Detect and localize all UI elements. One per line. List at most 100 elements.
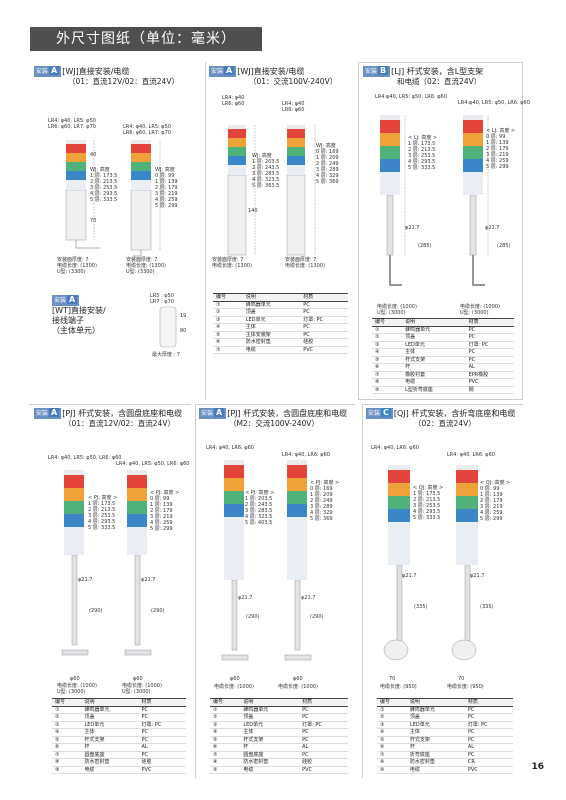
s2-height-list: WJ: 高度 1 层: 203.5 2 层: 243.5 3 层: 283.5 4 层:… [252, 153, 280, 189]
table-s6: 编号 说明 材质 ① 蜂鸣器单元 PC ② 顶盖 PC ③ LED单元 灯罩: PC ④ 主体 PC… [377, 698, 513, 774]
s5-dim-290-b: (290) [310, 614, 324, 620]
panel-bottom-left [29, 404, 191, 778]
s1-dim-40: 40 [90, 152, 97, 158]
s6-dim-217-b: φ21.7 [470, 573, 485, 579]
panel-bottom-right [362, 404, 523, 778]
panel-top-mid [205, 62, 353, 400]
table-row: ⑥ 防水密封垫 硅胶 [213, 338, 348, 347]
table-row: ③ LED单元 灯罩: PC [372, 341, 514, 349]
s2-height-list-b: WJ: 高度 0 层: 169 1 层: 209 2 层: 249 3 层: 289 4 … [316, 143, 339, 185]
s2-diameter-b: LR4: φ40 LR6: φ60 [282, 101, 305, 113]
table-row: ② 顶盖 PC [377, 713, 513, 722]
table-row: ② 顶盖 PC [210, 713, 348, 722]
section-header-s2: 安装 A [WJ]直接安装/电缆 （01：交流100V-240V） [209, 66, 338, 86]
s4-dim-217-b: φ21.7 [141, 577, 156, 583]
s2-diameter: LR4: φ40 LR6: φ60 [222, 95, 245, 107]
table-s5: 编号 说明 材质 ① 蜂鸣器单元 PC ② 顶盖 PC ③ LED单元 灯罩: PC ④ 主体 PC… [210, 698, 348, 774]
table-row: ⑨ L型折弯底座钢 [372, 386, 514, 394]
table-row: ⑥ 杆 AL [377, 743, 513, 752]
s6-notes-b: 电缆长度: (950) [447, 684, 484, 690]
s2-notes-b: 安装面厚度: 7 电缆长度: (1300) [285, 257, 325, 269]
section-tag: 安装 A [52, 295, 80, 306]
s4-dim-290-b: (290) [151, 608, 165, 614]
s2-dim-140: 140 [248, 208, 258, 214]
s2-notes-a: 安装面厚度: 7 电缆长度: (1300) [212, 257, 252, 269]
table-row: ③ LED单元 灯罩: PC [210, 721, 348, 729]
s6-diameter-b: LR4: φ40, LR6: φ60 [447, 452, 495, 458]
s6-dim-335: (335) [414, 604, 428, 610]
s6-dim-335-b: (335) [480, 604, 494, 610]
s6-height-list-b: < QJ: 高度 >0 层: 99 1 层: 139 2 层: 179 3 层: 21… [480, 480, 511, 522]
table-row: ⑥ 杆 AL [210, 743, 348, 752]
s3-dim-285: (285) [418, 243, 432, 249]
table-row: ⑤ 杆式支架 PC [377, 736, 513, 744]
s5-diameter-b: LR4: φ40, LR6: φ60 [282, 452, 330, 458]
s1-notes-b: 安装面厚度: 7 电缆长度: (1300) U型: (3300) [126, 257, 166, 275]
table-row: ④ 主体 PC [372, 348, 514, 357]
table-row: ④ 主体 PC [52, 728, 186, 737]
s3-notes-a: 电缆长度: (1000) U型: (3000) [377, 304, 417, 316]
s1-height-list: WJ: 高度 1 层: 173.5 2 层: 213.5 3 层: 253.5 4 层:… [90, 167, 118, 203]
s5-diameter: LR4: φ40, LR6: φ60 [206, 445, 254, 451]
s5-dim-290: (290) [246, 614, 260, 620]
s5-height-list: < PJ: 高度 >1 层: 203.5 2 层: 243.5 3 层: 283.5… [245, 490, 275, 526]
s3-dim-285-b: (285) [497, 243, 511, 249]
section-tag: 安装 B [363, 66, 391, 77]
s3-height-list: < LJ: 高度 >1 层: 173.5 2 层: 213.5 3 层: 253.5… [408, 135, 438, 171]
s6-diameter: LR4: φ40, LR6: φ60 [371, 445, 419, 451]
s6-dim-217: φ21.7 [402, 573, 417, 579]
section-tag: 安装 A [209, 66, 237, 77]
wt-dim-19: 19 [180, 313, 187, 319]
signal-tower-s2a [228, 125, 246, 175]
table-row: ② 顶盖 PC [213, 308, 348, 317]
s5-dim-60: φ60 [230, 676, 240, 682]
wt-dim-80: 80 [180, 328, 187, 334]
table-row: ⑤ 杆式支架 PC [372, 356, 514, 364]
table-row: ④ 主体 PC [213, 323, 348, 332]
table-row: ⑨ 电缆 PVC [377, 766, 513, 774]
table-row: ② 顶盖 PC [372, 333, 514, 342]
section-tag: 安装 A [34, 66, 62, 77]
s5-notes-a: 电缆长度: (1000) [214, 684, 254, 690]
signal-tower-s2b [287, 125, 305, 175]
table-row: ① 蜂鸣器单元 PC [372, 326, 514, 334]
table-row: ⑦ 折弯底座 PC [377, 751, 513, 759]
signal-tower-s4a [64, 470, 84, 555]
section-tag: 安装 C [366, 408, 393, 419]
s6-dim-70: 70 [389, 676, 396, 682]
signal-tower-s5b [287, 460, 307, 580]
s1-diameter-b: LR4: φ40, LR5: φ50 LR6: φ60, LR7: φ70 [123, 124, 171, 136]
table-row: ⑤ 杆式支架 PC [210, 736, 348, 744]
table-row: ⑧ 防水密封垫 硅胶 [52, 758, 186, 767]
table-row: ⑤ 主体安装架 PC [213, 331, 348, 339]
s4-dim-60: φ60 [70, 676, 80, 682]
s4-notes-a: 电缆长度: (1000) U型: (3000) [57, 683, 97, 695]
s4-dim-60-b: φ60 [133, 676, 143, 682]
table-row: ③ LED单元 灯罩: PC [213, 316, 348, 324]
s6-dim-70-b: 70 [458, 676, 465, 682]
s3-dim-217-b: φ21.7 [485, 225, 500, 231]
signal-tower-s4b [127, 470, 147, 555]
table-row: ① 蜂鸣器单元 PC [210, 706, 348, 714]
section-header-s5: 安装 A [PJ] 杆式安装，含圆盘底座和电缆 （M2：交流100V-240V） [199, 408, 348, 428]
table-row: ⑨ 电缆 PVC [210, 766, 348, 774]
table-row: ④ 主体 PC [210, 728, 348, 737]
table-s2: 编号 说明 材质 ① 蜂鸣器单元 PC ② 顶盖 PC ③ LED单元 灯罩: PC ④ 主体 PC… [213, 293, 348, 354]
table-row: ① 蜂鸣器单元 PC [52, 706, 186, 714]
section-header-s6: 安装 C [QJ] 杆式安装，含折弯底座和电缆 （02：直流24V） [366, 408, 516, 428]
s3-diameter-b: LR4:φ40, LR5: φ50, LR6: φ60 [458, 100, 530, 106]
table-row: ⑨ 电缆 PVC [52, 766, 186, 774]
page-title: 外尺寸图纸（单位：毫米） [30, 27, 262, 51]
s5-dim-217-b: φ21.7 [301, 595, 316, 601]
signal-tower-s1a [66, 140, 86, 190]
s4-diameter-b: LR4: φ40, LR5: φ50, LR6: φ60 [116, 461, 190, 467]
signal-tower-s1b [131, 140, 151, 190]
table-row: ③ LED单元 灯罩: PC [377, 721, 513, 729]
wt-max-thickness: 最大厚度 : 7 [152, 352, 181, 358]
signal-tower-s5a [224, 460, 244, 580]
table-row: ⑧ 防水密封垫 CR [377, 758, 513, 767]
table-row: ⑧ 电缆 PVC [372, 378, 514, 387]
s3-height-list-b: < LJ: 高度 >0 层: 99 1 层: 139 2 层: 179 3 层: 21… [486, 128, 516, 170]
s5-dim-60-b: φ60 [293, 676, 303, 682]
s1-notes-a: 安装面厚度: 7 电缆长度: (1300) U型: (3300) [57, 257, 97, 275]
